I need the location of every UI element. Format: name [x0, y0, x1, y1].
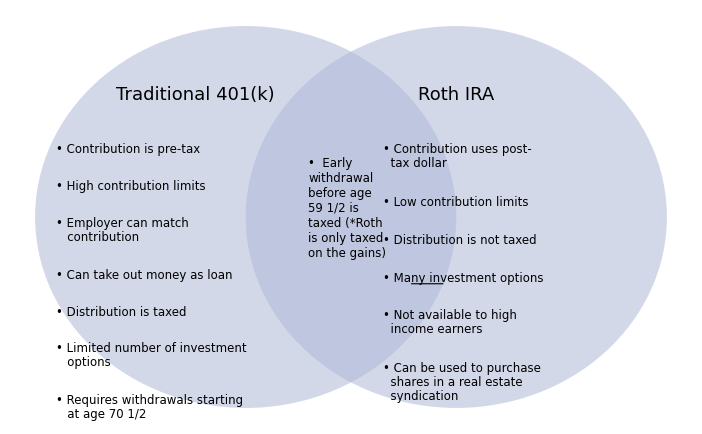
Text: options: options	[56, 356, 111, 369]
Text: tax dollar: tax dollar	[383, 157, 446, 170]
Text: • Not available to high: • Not available to high	[383, 309, 517, 322]
Text: • Distribution is taxed: • Distribution is taxed	[56, 306, 187, 319]
Text: • Distribution is not taxed: • Distribution is not taxed	[383, 234, 536, 247]
Text: at age 70 1/2: at age 70 1/2	[56, 408, 147, 421]
Text: contribution: contribution	[56, 231, 139, 244]
Text: • Low contribution limits: • Low contribution limits	[383, 196, 528, 209]
Text: • Many: • Many	[0, 433, 1, 434]
Text: • Many investment options: • Many investment options	[0, 433, 1, 434]
Text: Traditional 401(k): Traditional 401(k)	[116, 86, 274, 105]
Text: shares in a real estate: shares in a real estate	[383, 376, 522, 389]
Text: • Requires withdrawals starting: • Requires withdrawals starting	[56, 394, 244, 407]
Text: Roth IRA: Roth IRA	[418, 86, 494, 105]
Text: • Can take out money as loan: • Can take out money as loan	[56, 269, 232, 282]
Text: •  Early
withdrawal
before age
59 1/2 is
taxed (*Roth
is only taxed
on the gains: • Early withdrawal before age 59 1/2 is …	[308, 157, 387, 260]
Ellipse shape	[35, 26, 456, 408]
Text: • High contribution limits: • High contribution limits	[56, 180, 206, 193]
Ellipse shape	[246, 26, 667, 408]
Text: income earners: income earners	[383, 323, 482, 336]
Text: • Can be used to purchase: • Can be used to purchase	[383, 362, 541, 375]
Text: • Contribution uses post-: • Contribution uses post-	[383, 143, 531, 156]
Text: syndication: syndication	[383, 390, 458, 403]
Text: • Limited number of investment: • Limited number of investment	[56, 342, 247, 355]
Text: • Many investment options: • Many investment options	[383, 272, 543, 285]
Text: • Contribution is pre-tax: • Contribution is pre-tax	[56, 143, 200, 156]
Text: • Employer can match: • Employer can match	[56, 217, 189, 230]
